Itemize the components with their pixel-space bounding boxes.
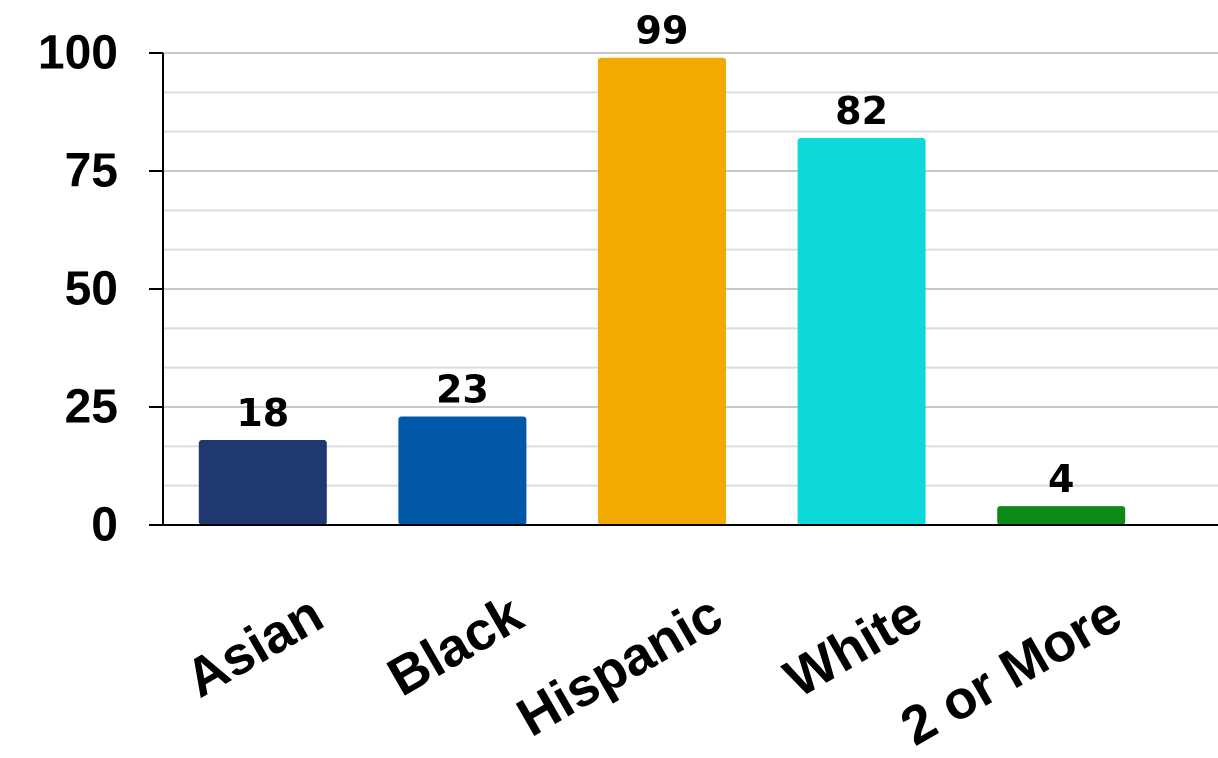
bar-hispanic (598, 57, 726, 525)
x-category-label: Asian (176, 584, 333, 709)
data-label: 23 (436, 367, 489, 411)
data-label: 99 (636, 9, 689, 53)
axes (149, 52, 1218, 526)
y-tick-label: 100 (38, 27, 118, 80)
y-tick-label: 75 (65, 145, 118, 198)
bar-2-or-more (997, 506, 1126, 525)
x-category-label: Black (378, 583, 534, 707)
bar-black (398, 416, 527, 525)
data-label: 4 (1048, 457, 1074, 501)
y-tick-label: 25 (65, 381, 118, 434)
y-tick-label: 50 (65, 263, 118, 316)
x-category-label: 2 or More (891, 584, 1131, 757)
x-category-label: Hispanic (507, 584, 732, 749)
y-tick-label: 0 (91, 499, 118, 552)
x-category-label: White (775, 584, 932, 709)
data-label: 18 (236, 391, 289, 435)
data-label: 82 (835, 89, 888, 133)
bar-white (797, 137, 926, 525)
bars (198, 57, 1126, 525)
bar-asian (198, 440, 327, 525)
